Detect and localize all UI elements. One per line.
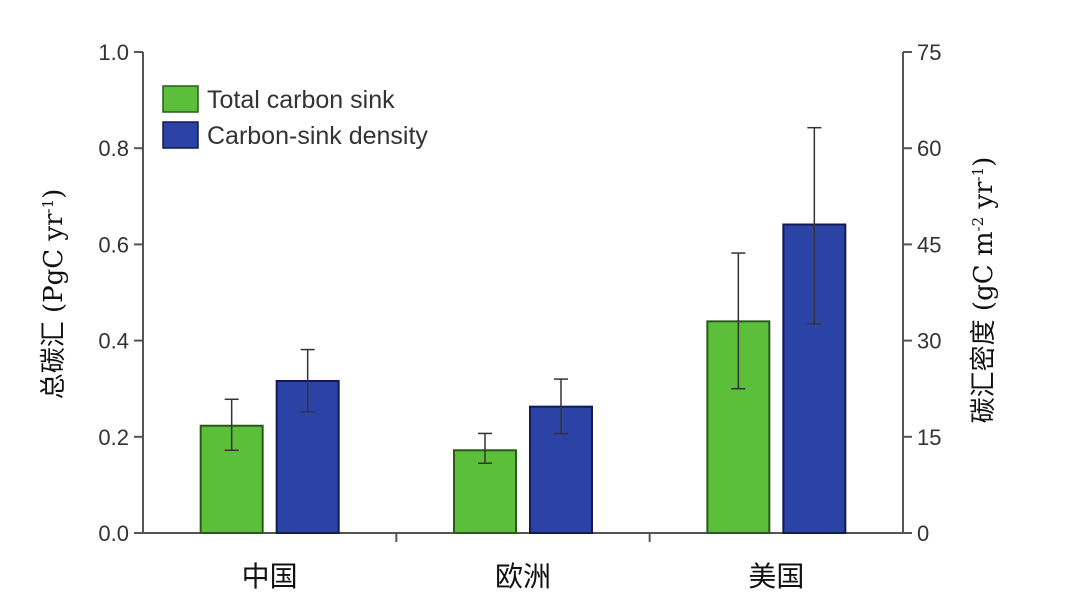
right-axis-title: 碳汇密度 (gC m-2 yr-1) [969,157,999,424]
legend-swatch-density [162,121,199,149]
category-label: 欧洲 [495,560,551,593]
bar-total-1 [453,449,517,535]
left-axis-title: 总碳汇 (PgC yr-1) [39,189,69,400]
left-axis-ticks: 0.0 0.2 0.4 0.6 0.8 1.0 [98,40,143,546]
left-tick-label: 0.8 [98,136,129,161]
left-tick-label: 1.0 [98,40,129,65]
left-tick-label: 0.6 [98,232,129,257]
right-axis-ticks: 0 15 30 45 60 75 [903,40,941,546]
right-tick-label: 15 [917,425,941,450]
right-tick-label: 60 [917,136,941,161]
right-tick-label: 0 [917,521,929,546]
right-tick-label: 75 [917,40,941,65]
legend-swatch-total [162,85,199,113]
category-labels: 中国 欧洲 美国 [242,560,805,593]
category-label: 美国 [748,560,804,593]
left-tick-label: 0.2 [98,425,129,450]
right-tick-label: 30 [917,329,941,354]
right-tick-label: 45 [917,232,941,257]
legend-label-density: Carbon-sink density [207,122,428,150]
error-bars-group [224,126,822,465]
legend: Total carbon sink Carbon-sink density [162,85,428,150]
left-tick-label: 0.4 [98,329,129,354]
x-axis-ticks [395,533,651,542]
legend-label-total: Total carbon sink [207,86,395,114]
bars-group [199,223,847,535]
left-tick-label: 0.0 [98,521,129,546]
category-label: 中国 [242,560,298,593]
bar-density-0 [275,380,340,534]
